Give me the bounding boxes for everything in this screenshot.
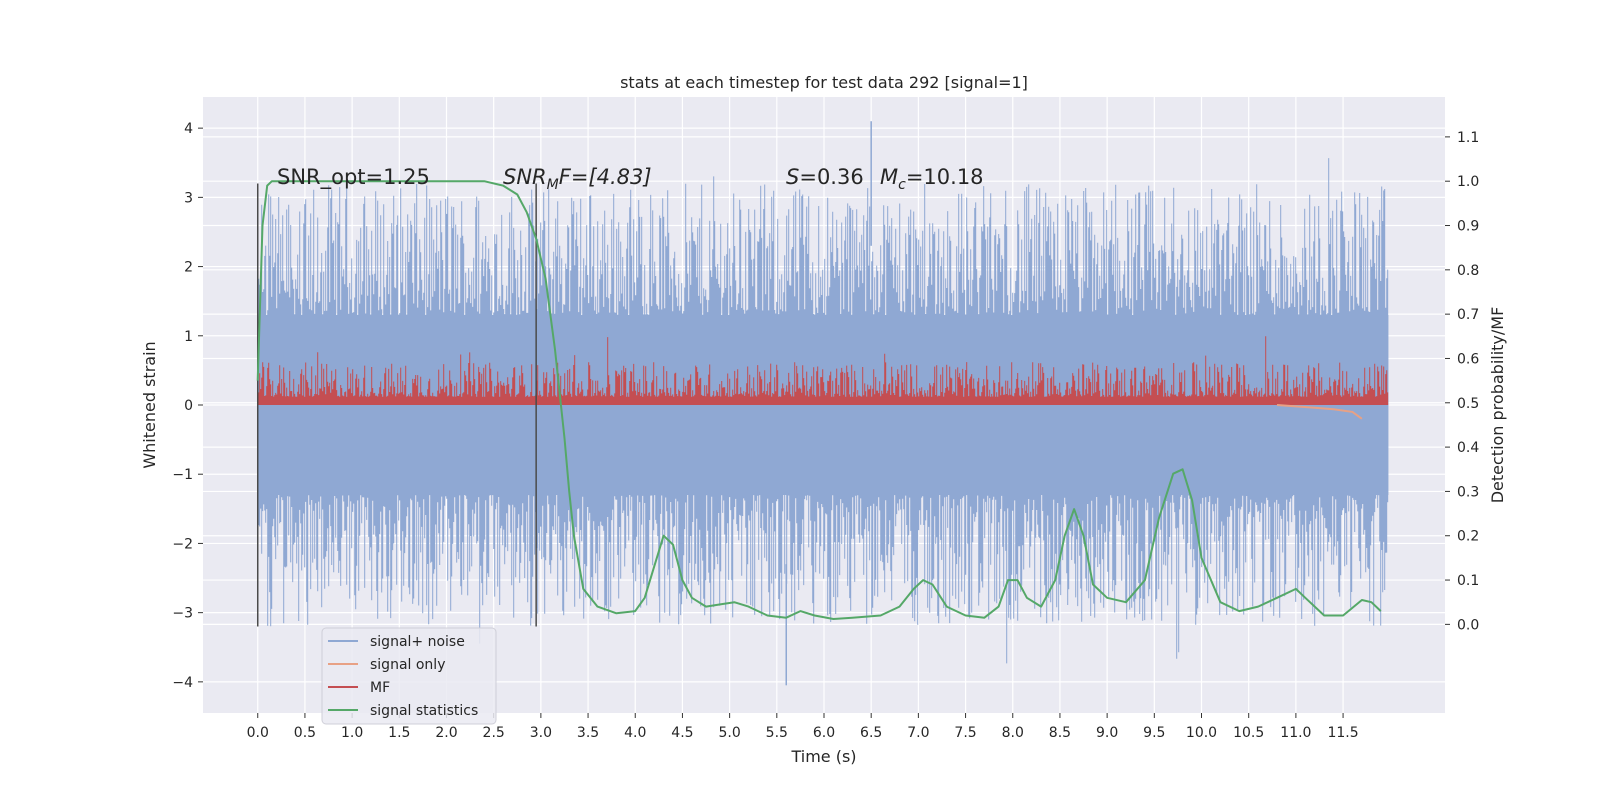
right-tick-label: 0.4 [1457,440,1479,456]
annotation-s: S=0.36 [786,165,864,189]
left-tick-label: 2 [184,260,193,276]
right-tick-label: 0.5 [1457,396,1479,412]
left-tick-label: −4 [172,675,193,691]
x-tick-label: 1.0 [341,725,363,741]
right-tick-label: 0.1 [1457,573,1479,589]
right-tick-label: 1.1 [1457,130,1479,146]
x-tick-label: 5.5 [766,725,788,741]
legend-label-signal-only: signal only [370,657,445,673]
annotation-snr-opt: SNR_opt=1.25 [277,165,430,190]
x-tick-label: 8.0 [1002,725,1024,741]
right-tick-label: 0.9 [1457,219,1479,235]
left-tick-label: 4 [184,121,193,137]
x-tick-label: 0.0 [247,725,269,741]
legend-label-signal-statistics: signal statistics [370,703,478,719]
x-tick-label: 4.5 [671,725,693,741]
left-tick-label: 1 [184,329,193,345]
left-tick-label: 3 [184,190,193,206]
x-tick-label: 8.5 [1049,725,1071,741]
x-tick-label: 5.0 [718,725,740,741]
right-tick-label: 0.2 [1457,529,1479,545]
right-tick-label: 1.0 [1457,174,1479,190]
left-tick-label: −1 [172,467,193,483]
x-tick-label: 3.5 [577,725,599,741]
signal-only-series [1276,404,1363,420]
x-tick-label: 2.5 [483,725,505,741]
right-tick-label: 0.8 [1457,263,1479,279]
x-tick-label: 10.0 [1186,725,1217,741]
left-axis-title: Whitened strain [140,341,159,468]
right-tick-label: 0.0 [1457,617,1479,633]
x-tick-label: 7.5 [954,725,976,741]
left-tick-label: 0 [184,398,193,414]
left-tick-label: −3 [172,606,193,622]
x-axis-ticks: 0.0 0.5 1.0 1.5 2.0 2.5 3.0 3.5 4.0 4.5 5.0 5.5 6.0 6… [247,713,1359,741]
x-tick-label: 6.5 [860,725,882,741]
x-tick-label: 9.5 [1143,725,1165,741]
right-tick-label: 0.6 [1457,351,1479,367]
legend-box [321,627,497,725]
right-tick-label: 0.3 [1457,484,1479,500]
vertical-markers [256,183,537,627]
x-tick-label: 9.0 [1096,725,1118,741]
x-tick-label: 10.5 [1233,725,1264,741]
chart-title: stats at each timestep for test data 292… [620,73,1028,92]
left-axis-ticks: −4 −3 −2 −1 0 1 2 3 4 [172,121,203,691]
x-tick-label: 6.0 [813,725,835,741]
legend-label-mf: MF [370,680,390,696]
signal-statistics-series [256,180,1382,620]
x-tick-label: 1.5 [388,725,410,741]
legend: signal+ noise signal only MF signal stat… [321,627,497,725]
annotation-snr-mf: SNRMF=[4.83] [503,165,652,193]
x-tick-label: 0.5 [294,725,316,741]
right-axis-ticks: 0.0 0.1 0.2 0.3 0.4 0.5 0.6 0.7 0.8 0.9 1.0 1.1 [1445,130,1479,633]
x-tick-label: 4.0 [624,725,646,741]
right-tick-label: 0.7 [1457,307,1479,323]
legend-label-signal-noise: signal+ noise [370,634,465,650]
signal-only-line [1276,404,1363,420]
x-tick-label: 2.0 [435,725,457,741]
signal-statistics-line [256,180,1382,620]
x-tick-label: 7.0 [907,725,929,741]
right-axis-title: Detection probability/MF [1488,307,1507,504]
x-tick-label: 11.0 [1280,725,1311,741]
x-tick-label: 3.0 [530,725,552,741]
x-axis-title: Time (s) [790,747,856,766]
left-tick-label: −2 [172,536,193,552]
annotation-mc: Mc=10.18 [880,165,984,193]
x-tick-label: 11.5 [1327,725,1358,741]
